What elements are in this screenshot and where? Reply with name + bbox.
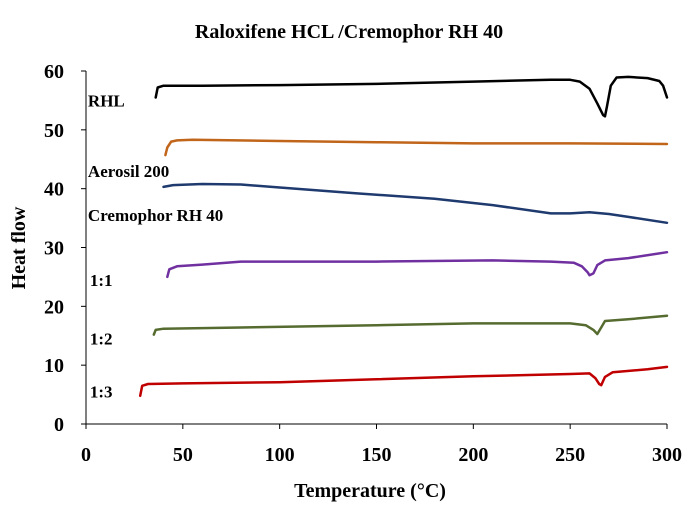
x-tick-label: 250 — [555, 444, 585, 466]
x-tick-label: 100 — [265, 444, 295, 466]
y-tick-label: 30 — [44, 238, 64, 260]
x-tick-label: 300 — [652, 444, 682, 466]
y-axis-label: Heat flow — [8, 206, 30, 289]
series-line-1 — [164, 138, 669, 157]
series-label: 1:2 — [90, 330, 113, 349]
x-axis-ticks: 0 50 100 150 200 250 300 — [81, 424, 682, 466]
x-axis-label: Temperature (°C) — [294, 480, 446, 502]
series-group — [138, 75, 669, 398]
series-label: 1:1 — [90, 271, 113, 290]
series-line-5 — [138, 365, 669, 398]
series-line-3 — [166, 250, 669, 279]
series-labels: RHL Aerosil 200 Cremophor RH 40 1:1 1:2 1:3 — [88, 91, 223, 401]
y-tick-label: 0 — [54, 414, 64, 436]
series-line-4 — [152, 314, 669, 336]
x-tick-label: 50 — [173, 444, 193, 466]
y-tick-label: 20 — [44, 296, 64, 318]
x-tick-label: 150 — [362, 444, 392, 466]
y-tick-label: 60 — [44, 61, 64, 83]
series-line-0 — [154, 75, 669, 118]
series-label: Aerosil 200 — [88, 162, 169, 181]
y-axis-ticks: 0 10 20 30 40 50 60 — [44, 61, 86, 436]
series-line-2 — [162, 182, 669, 225]
chart-title: Raloxifene HCL /Cremophor RH 40 — [195, 21, 503, 43]
y-tick-label: 40 — [44, 179, 64, 201]
series-label: Cremophor RH 40 — [88, 206, 223, 225]
y-tick-label: 50 — [44, 120, 64, 142]
series-label: RHL — [88, 91, 125, 110]
y-tick-label: 10 — [44, 355, 64, 377]
x-tick-label: 200 — [458, 444, 488, 466]
x-tick-label: 0 — [81, 444, 91, 466]
series-label: 1:3 — [90, 383, 113, 402]
